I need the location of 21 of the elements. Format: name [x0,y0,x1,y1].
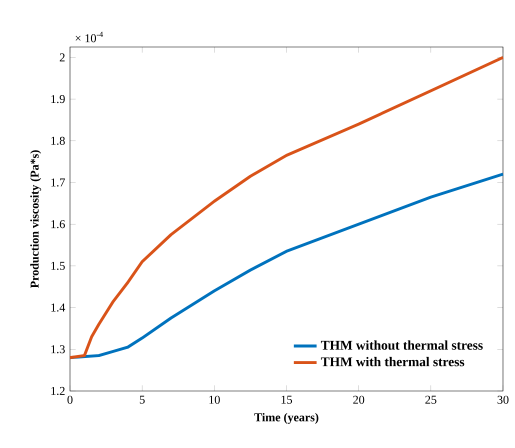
y-axis-title: Production viscosity (Pa*s) [30,150,42,288]
y-tick-label: 1.7 [51,178,65,187]
y-tick-label: 2 [60,53,65,62]
legend-label: THM with thermal stress [320,356,464,366]
y-tick-label: 1.8 [51,136,65,145]
y-tick-label: 1.4 [51,304,66,312]
x-tick-label: 20 [353,396,364,404]
x-tick-label: 5 [140,396,145,404]
x-axis-title: Time (years) [254,412,318,424]
y-tick-label: 1.9 [51,95,65,104]
x-tick-label: 15 [282,396,292,404]
x-tick-label: 25 [425,396,436,404]
y-tick-label: 1.6 [51,220,65,228]
x-tick-label: 0 [67,396,73,404]
text: × 10$^{-4}$ [76,32,104,42]
legend-label: THM without thermal stress [320,340,483,350]
x-tick-label: 10 [209,396,220,404]
y-tick-label: 1.5 [51,262,65,270]
y-tick-label: 1.3 [51,345,65,354]
x-tick-label: 30 [498,396,509,404]
y-tick-label: 1.2 [51,386,65,396]
